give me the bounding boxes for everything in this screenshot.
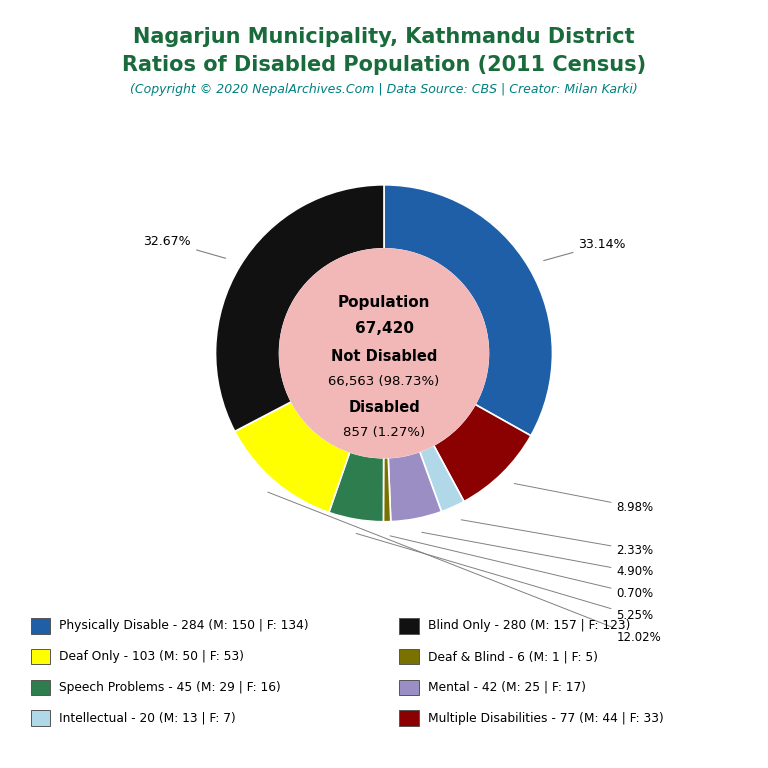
Text: Not Disabled: Not Disabled — [331, 349, 437, 364]
Text: 2.33%: 2.33% — [461, 520, 654, 557]
Text: Multiple Disabilities - 77 (M: 44 | F: 33): Multiple Disabilities - 77 (M: 44 | F: 3… — [428, 712, 664, 724]
Text: Speech Problems - 45 (M: 29 | F: 16): Speech Problems - 45 (M: 29 | F: 16) — [59, 681, 281, 694]
Circle shape — [280, 249, 488, 458]
Text: Physically Disable - 284 (M: 150 | F: 134): Physically Disable - 284 (M: 150 | F: 13… — [59, 620, 309, 632]
Text: Disabled: Disabled — [348, 399, 420, 415]
Wedge shape — [383, 458, 391, 521]
Text: 857 (1.27%): 857 (1.27%) — [343, 426, 425, 439]
Wedge shape — [216, 185, 384, 432]
Wedge shape — [434, 405, 531, 502]
Text: 5.25%: 5.25% — [356, 534, 654, 622]
Wedge shape — [388, 452, 442, 521]
Text: Deaf & Blind - 6 (M: 1 | F: 5): Deaf & Blind - 6 (M: 1 | F: 5) — [428, 650, 598, 663]
Text: Intellectual - 20 (M: 13 | F: 7): Intellectual - 20 (M: 13 | F: 7) — [59, 712, 236, 724]
Text: 33.14%: 33.14% — [544, 238, 626, 260]
Wedge shape — [329, 452, 384, 521]
Text: Nagarjun Municipality, Kathmandu District: Nagarjun Municipality, Kathmandu Distric… — [133, 27, 635, 47]
Text: Population: Population — [338, 295, 430, 310]
Text: 66,563 (98.73%): 66,563 (98.73%) — [329, 376, 439, 389]
Wedge shape — [419, 445, 464, 511]
Text: Blind Only - 280 (M: 157 | F: 123): Blind Only - 280 (M: 157 | F: 123) — [428, 620, 631, 632]
Text: 67,420: 67,420 — [355, 320, 413, 336]
Text: Mental - 42 (M: 25 | F: 17): Mental - 42 (M: 25 | F: 17) — [428, 681, 586, 694]
Text: 4.90%: 4.90% — [422, 532, 654, 578]
Text: (Copyright © 2020 NepalArchives.Com | Data Source: CBS | Creator: Milan Karki): (Copyright © 2020 NepalArchives.Com | Da… — [130, 83, 638, 96]
Text: 8.98%: 8.98% — [515, 484, 654, 514]
Text: Deaf Only - 103 (M: 50 | F: 53): Deaf Only - 103 (M: 50 | F: 53) — [59, 650, 244, 663]
Wedge shape — [384, 185, 552, 435]
Text: Ratios of Disabled Population (2011 Census): Ratios of Disabled Population (2011 Cens… — [122, 55, 646, 75]
Text: 0.70%: 0.70% — [390, 536, 654, 601]
Text: 32.67%: 32.67% — [144, 235, 226, 258]
Text: 12.02%: 12.02% — [268, 492, 661, 644]
Wedge shape — [235, 402, 349, 512]
